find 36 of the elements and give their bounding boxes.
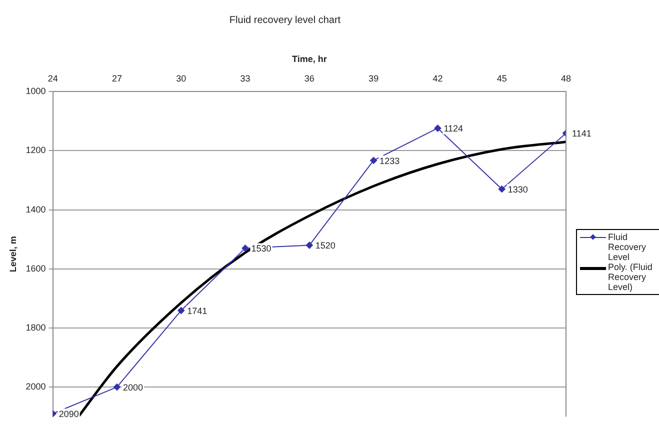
data-label: 2090 [58,409,79,420]
data-label: 1124 [444,124,464,134]
y-tick-label: 1200 [26,145,46,156]
x-tick-label: 36 [304,74,314,84]
x-tick-label: 30 [176,74,186,84]
point [498,186,506,193]
x-axis-title: Time, hr [292,54,328,64]
point [113,384,120,391]
data-label: 1330 [508,184,528,195]
y-tick-label: 1800 [26,322,46,332]
point [242,244,249,252]
x-tick-label: 24 [48,74,58,84]
point [370,156,378,164]
point [178,307,185,314]
data-label: 1233 [380,156,400,166]
chart-title: Fluid recovery level chart [229,14,341,26]
data-label: 2000 [122,382,143,393]
point [306,242,313,249]
x-tick-label: 39 [368,74,379,84]
data-label: 1741 [187,306,208,316]
x-tick-label: 42 [432,74,443,84]
y-tick-label: 1400 [26,204,46,214]
data-label: 1530 [251,244,272,254]
x-tick-label: 27 [112,74,122,84]
x-tick-label: 33 [240,74,250,84]
y-axis-title: Level, m [8,236,18,272]
y-tick-label: 1000 [26,86,46,96]
x-tick-label: 48 [560,74,572,84]
y-tick-label: 1600 [26,263,46,274]
legend-label: Poly. (Fluid Recovery Level) [608,262,654,292]
x-tick-label: 45 [496,74,507,84]
y-tick-label: 2000 [26,382,46,392]
legend-label: Fluid Recovery Level [608,232,648,262]
point [434,124,442,132]
data-label: 1141 [572,128,592,139]
data-label: 1520 [315,240,336,251]
